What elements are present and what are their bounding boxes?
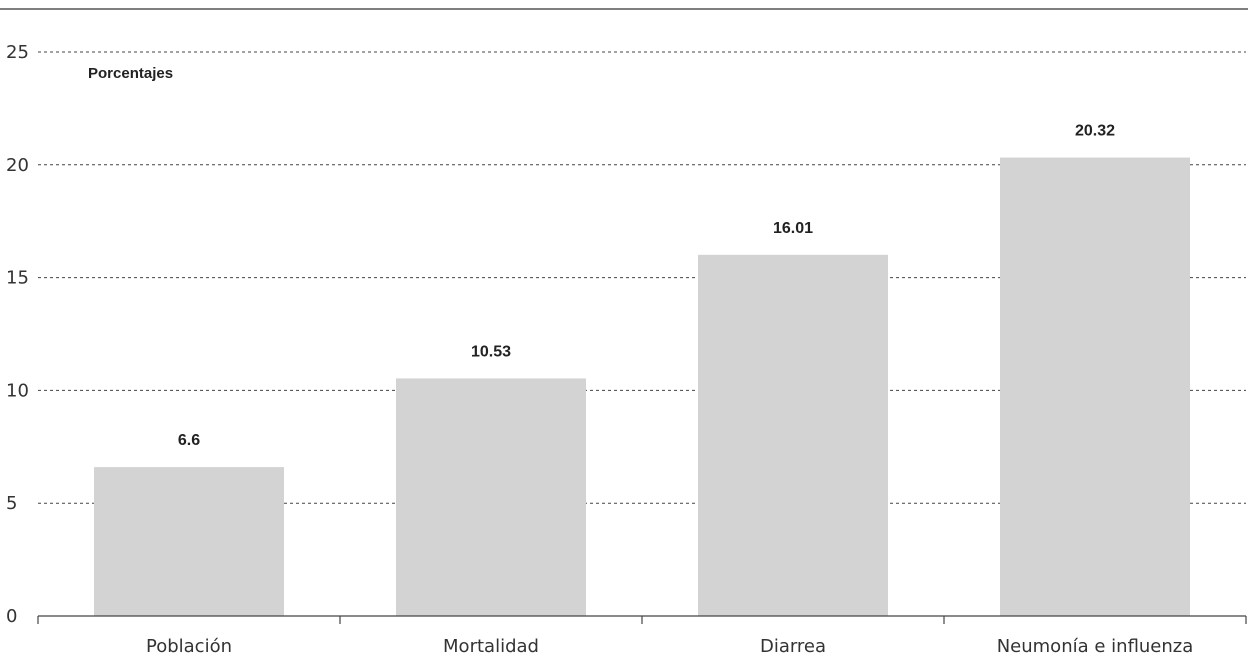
x-tick-label: Diarrea — [760, 636, 826, 657]
y-tick-label: 15 — [6, 268, 29, 289]
x-axis — [37, 615, 1247, 624]
bars — [94, 157, 1190, 617]
data-label: 10.53 — [471, 343, 511, 360]
x-tick-label: Neumonía e influenza — [997, 636, 1194, 657]
bar — [396, 378, 586, 616]
y-tick-label: 25 — [6, 42, 29, 63]
data-label: 16.01 — [773, 220, 813, 237]
bar — [698, 254, 888, 617]
y-tick-label: 20 — [6, 155, 29, 176]
y-axis-tick-labels: 0 5 10 15 20 25 — [6, 42, 29, 627]
category-labels: Población Mortalidad Diarrea Neumonía e inf… — [146, 636, 1193, 657]
x-tick-label: Población — [146, 636, 232, 657]
y-tick-label: 10 — [6, 380, 29, 401]
data-label: 20.32 — [1075, 123, 1115, 140]
bar — [94, 467, 284, 616]
x-tick-label: Mortalidad — [443, 636, 539, 657]
data-labels: 6.6 10.53 16.01 20.32 — [178, 123, 1115, 450]
bar — [1000, 157, 1190, 616]
data-label: 6.6 — [178, 432, 200, 449]
y-tick-label: 0 — [6, 606, 17, 627]
unit-label: Porcentajes — [88, 65, 173, 82]
y-tick-label: 5 — [6, 493, 17, 514]
